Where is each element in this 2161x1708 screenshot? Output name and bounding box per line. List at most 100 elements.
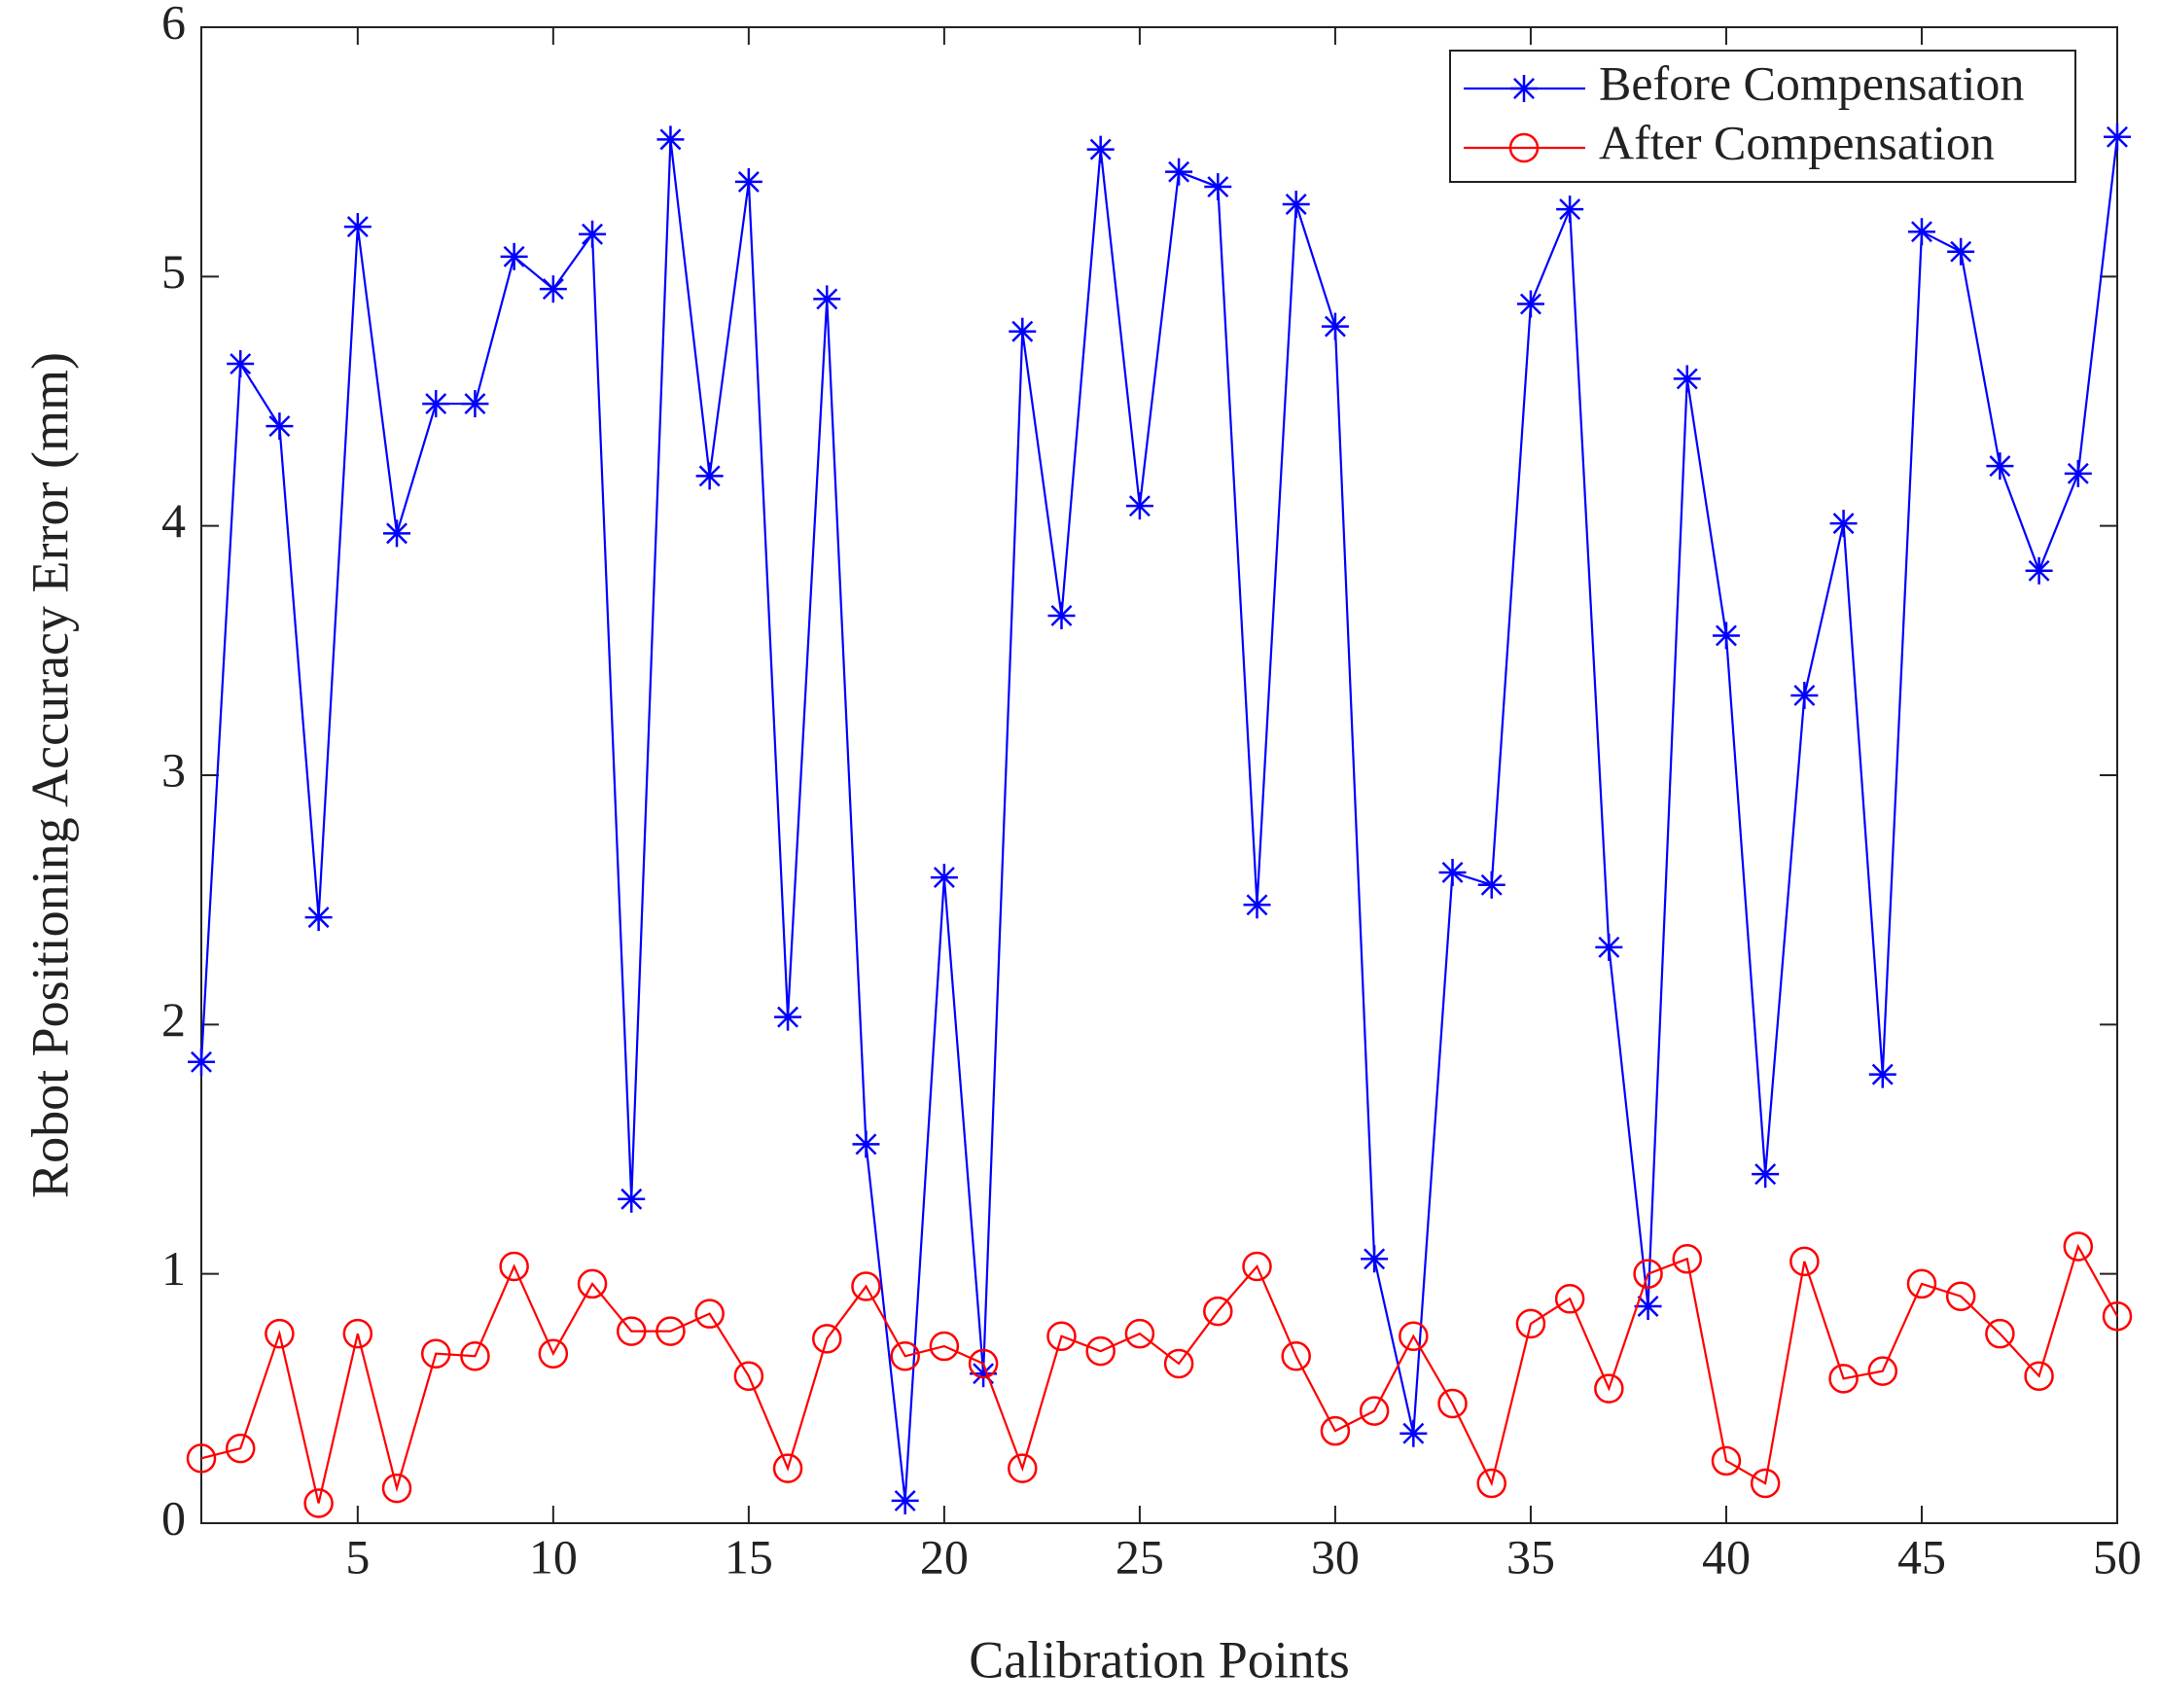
marker xyxy=(1009,317,1037,345)
marker xyxy=(1556,196,1584,224)
marker xyxy=(851,1271,881,1301)
marker xyxy=(1945,1281,1976,1311)
marker xyxy=(186,1443,217,1474)
y-axis-label: Robot Positioning Accuracy Error (mm) xyxy=(20,352,79,1198)
marker xyxy=(1359,1396,1390,1426)
marker xyxy=(1046,1321,1077,1351)
marker xyxy=(1673,365,1701,393)
marker xyxy=(266,412,294,441)
marker xyxy=(1712,622,1740,650)
marker xyxy=(225,1433,256,1464)
marker xyxy=(1595,933,1623,961)
marker xyxy=(968,1348,999,1379)
marker xyxy=(618,1185,646,1213)
legend-label: Before Compensation xyxy=(1599,55,2024,110)
y-tick-label: 4 xyxy=(161,493,186,548)
marker xyxy=(1281,1341,1311,1371)
marker xyxy=(1829,510,1858,538)
marker xyxy=(227,350,255,378)
marker xyxy=(1985,1318,2015,1349)
marker xyxy=(1752,1160,1780,1189)
marker xyxy=(1165,158,1193,186)
marker xyxy=(1361,1245,1389,1273)
y-tick-label: 1 xyxy=(161,1241,186,1296)
marker xyxy=(577,1268,608,1299)
marker xyxy=(2063,1231,2094,1262)
marker xyxy=(1947,237,1975,266)
marker xyxy=(1204,173,1232,201)
marker xyxy=(852,1130,880,1158)
marker xyxy=(420,1338,451,1369)
series-line xyxy=(199,136,2119,1502)
marker xyxy=(539,275,567,303)
x-tick-label: 25 xyxy=(1116,1529,1164,1583)
marker xyxy=(343,213,372,241)
marker xyxy=(1282,190,1310,218)
x-tick-label: 15 xyxy=(725,1529,773,1583)
marker xyxy=(733,1361,764,1392)
marker xyxy=(381,1473,412,1504)
legend-marker xyxy=(1510,75,1538,102)
marker xyxy=(694,1299,725,1329)
marker xyxy=(812,1324,842,1354)
x-tick-label: 20 xyxy=(920,1529,969,1583)
x-tick-label: 40 xyxy=(1702,1529,1751,1583)
marker xyxy=(1242,1251,1272,1282)
marker xyxy=(774,1003,802,1031)
marker xyxy=(1320,1415,1351,1446)
marker xyxy=(1086,135,1115,163)
marker xyxy=(1672,1244,1703,1274)
marker xyxy=(499,1251,529,1282)
marker xyxy=(422,390,450,418)
x-tick-label: 5 xyxy=(345,1529,370,1583)
marker xyxy=(2104,123,2131,151)
marker xyxy=(2102,1300,2133,1332)
legend-label: After Compensation xyxy=(1599,115,1995,169)
marker xyxy=(616,1316,647,1346)
marker xyxy=(734,167,762,196)
marker xyxy=(1008,1453,1038,1483)
x-axis-label: Calibration Points xyxy=(969,1630,1350,1689)
marker xyxy=(500,242,528,270)
marker xyxy=(1125,492,1153,520)
x-tick-label: 30 xyxy=(1311,1529,1360,1583)
marker xyxy=(1047,601,1076,629)
marker xyxy=(1594,1373,1624,1404)
marker xyxy=(2064,459,2092,487)
marker xyxy=(2024,1361,2054,1392)
marker xyxy=(2025,556,2053,585)
marker xyxy=(1516,290,1544,318)
marker xyxy=(1986,452,2014,480)
marker xyxy=(1438,858,1467,886)
marker xyxy=(1124,1318,1155,1349)
series-line xyxy=(200,1243,2118,1504)
marker xyxy=(1868,1060,1896,1088)
plot-frame xyxy=(200,26,2118,1524)
marker xyxy=(890,1341,920,1371)
marker xyxy=(655,1316,686,1346)
marker xyxy=(303,1488,334,1518)
marker xyxy=(461,390,489,418)
marker xyxy=(695,462,724,490)
y-tick-label: 6 xyxy=(161,0,186,49)
marker xyxy=(304,904,333,932)
y-tick-label: 5 xyxy=(161,244,186,299)
x-tick-label: 50 xyxy=(2093,1529,2142,1583)
marker xyxy=(1203,1296,1233,1327)
marker xyxy=(1321,312,1349,340)
marker xyxy=(930,864,958,892)
marker xyxy=(342,1318,373,1349)
marker xyxy=(1399,1321,1429,1351)
marker xyxy=(265,1318,295,1349)
marker xyxy=(1477,871,1506,899)
marker xyxy=(1634,1292,1662,1320)
marker xyxy=(929,1331,960,1362)
marker xyxy=(188,1048,215,1076)
marker xyxy=(1828,1364,1859,1394)
marker xyxy=(1867,1356,1898,1386)
x-tick-label: 35 xyxy=(1506,1529,1555,1583)
marker xyxy=(1476,1468,1506,1499)
y-tick-label: 3 xyxy=(161,742,186,797)
marker xyxy=(656,125,685,154)
